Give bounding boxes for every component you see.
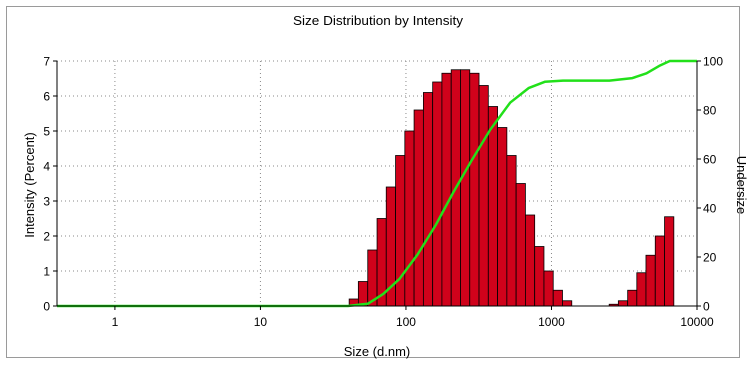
histogram-bar [478,85,489,307]
y-tick-label: 5 [43,125,50,139]
y2-axis-label: Undersize [734,156,749,215]
histogram-bar [627,289,638,307]
y-tick-label: 4 [43,160,50,174]
histogram-bar [460,69,471,307]
y-tick-label: 3 [43,195,50,209]
y2-tick-label: 0 [703,300,710,314]
undersize-curve-group [57,59,697,308]
y-tick-label: 0 [43,300,50,314]
histogram-bar [469,72,480,307]
bar-series [348,69,675,307]
histogram-bar [441,72,452,307]
histogram-bar [636,272,647,307]
x-tick-label: 1 [112,315,119,329]
x-axis-label: Size (d.nm) [344,344,410,359]
histogram-bar [506,155,517,307]
histogram-bar [525,214,536,307]
x-tick-label: 10000 [680,315,714,329]
x-tick-label: 1000 [538,315,565,329]
histogram-bar [552,289,563,307]
y-tick-label: 6 [43,90,50,104]
histogram-bar [497,127,508,307]
x-tick-label: 100 [396,315,416,329]
y-tick-label: 2 [43,230,50,244]
y2-tick-label: 60 [703,153,717,167]
histogram-bar [645,254,656,307]
axes: 0 1 2 3 4 5 6 7 0 20 40 60 80 100 1 10 100 1000 10000 [43,55,723,330]
histogram-bar [654,235,665,307]
x-tick-label: 10 [254,315,268,329]
y-axis-label: Intensity (Percent) [22,132,37,238]
histogram-bar [664,216,675,307]
histogram-bar [534,246,545,307]
histogram-bar [404,130,415,307]
histogram-bar [562,300,573,307]
histogram-bar [422,92,434,307]
histogram-bar [413,109,424,307]
undersize-curve [57,59,697,308]
y2-tick-label: 100 [703,55,723,69]
y-tick-label: 7 [43,55,50,69]
y2-tick-label: 40 [703,202,717,216]
histogram-bar [515,183,526,307]
chart-title: Size Distribution by Intensity [293,13,464,28]
y-tick-label: 1 [43,265,50,279]
y2-tick-label: 80 [703,104,717,118]
histogram-bar [432,81,443,307]
y2-tick-label: 20 [703,251,717,265]
histogram-bar [357,281,369,307]
histogram-bar [543,270,554,307]
histogram-bar [395,155,406,307]
histogram-bar [617,300,629,307]
histogram-bar [487,106,498,307]
